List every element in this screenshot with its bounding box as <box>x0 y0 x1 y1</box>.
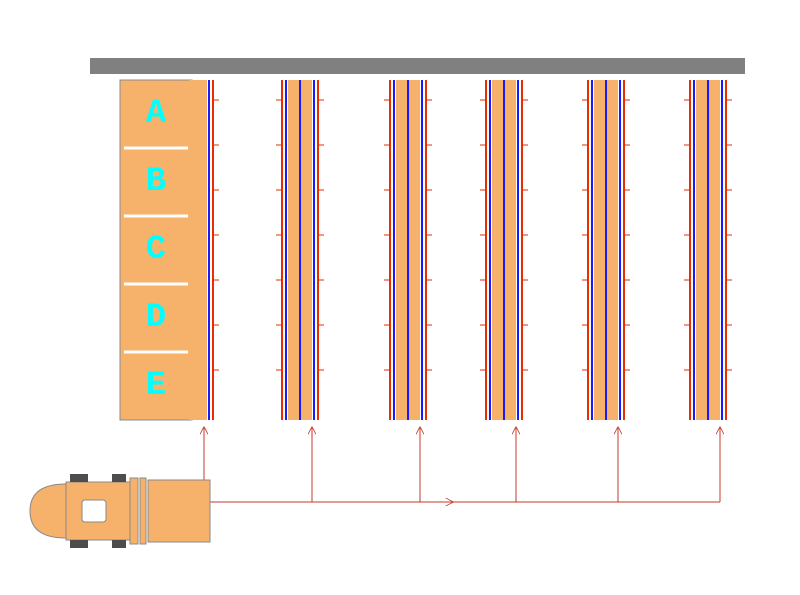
forklift-icon <box>30 474 210 548</box>
slot-column: ABCDE <box>120 80 192 420</box>
rack-unit <box>582 80 630 420</box>
rack-unit <box>276 80 324 420</box>
slot-label-a: A <box>146 95 167 133</box>
rack-unit <box>189 80 219 420</box>
slot-label-d: D <box>146 299 166 337</box>
forklift-path <box>204 428 720 502</box>
warehouse-diagram: ABCDE <box>0 0 800 595</box>
rack-unit <box>480 80 528 420</box>
rack-unit <box>684 80 732 420</box>
slot-label-e: E <box>146 367 166 405</box>
slot-label-b: B <box>146 163 166 201</box>
slot-label-c: C <box>146 231 166 269</box>
back-wall <box>90 58 745 74</box>
rack-unit <box>384 80 432 420</box>
